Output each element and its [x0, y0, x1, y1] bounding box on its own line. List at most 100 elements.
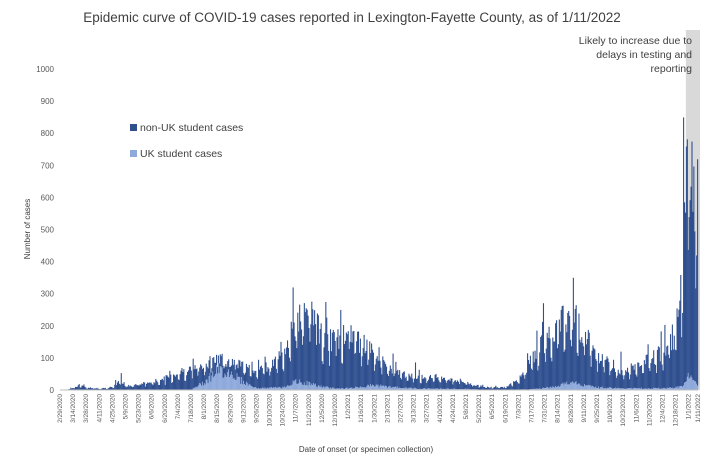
bar-uk-student: [275, 387, 277, 390]
bar-non-uk-student: [183, 369, 185, 390]
bar-non-uk-student: [109, 386, 111, 390]
bar-non-uk-student: [547, 337, 549, 388]
bar-uk-student: [207, 382, 209, 390]
bar-non-uk-student: [258, 359, 260, 388]
bar-uk-student: [276, 387, 278, 390]
bar-uk-student: [637, 388, 639, 390]
bar-non-uk-student: [593, 348, 595, 388]
bar-uk-student: [225, 375, 227, 390]
bar-uk-student: [632, 388, 634, 390]
bar-non-uk-student: [97, 388, 99, 390]
bar-non-uk-student: [77, 385, 79, 390]
bar-uk-student: [696, 383, 698, 390]
bar-uk-student: [331, 387, 333, 390]
bar-uk-student: [427, 388, 429, 390]
bar-non-uk-student: [363, 334, 365, 388]
bar-non-uk-student: [201, 369, 204, 382]
bar-non-uk-student: [680, 274, 682, 387]
bar-uk-student: [341, 388, 343, 390]
bar-uk-student: [204, 384, 206, 390]
bar-non-uk-student: [516, 381, 518, 390]
bar-non-uk-student: [633, 369, 635, 389]
bar-uk-student: [630, 387, 632, 390]
bar-non-uk-student: [478, 387, 480, 390]
bar-non-uk-student: [517, 383, 519, 390]
bar-uk-student: [612, 388, 614, 390]
bar-non-uk-student: [490, 386, 492, 390]
bar-non-uk-student: [160, 379, 162, 390]
bar-non-uk-student: [543, 353, 545, 389]
x-tick-label: 4/24/2021: [450, 394, 457, 423]
bar-uk-student: [320, 385, 322, 390]
bar-uk-student: [402, 388, 404, 390]
bar-non-uk-student: [141, 383, 143, 390]
bar-non-uk-student: [450, 378, 452, 389]
bar-uk-student: [343, 388, 345, 390]
bar-non-uk-student: [237, 368, 239, 378]
bar-uk-student: [300, 382, 302, 390]
bar-uk-student: [649, 388, 651, 390]
bar-non-uk-student: [136, 385, 138, 390]
bar-uk-student: [670, 388, 672, 390]
bar-uk-student: [272, 387, 274, 390]
bar-non-uk-student: [513, 381, 515, 390]
bar-non-uk-student: [502, 387, 504, 390]
bar-non-uk-student: [262, 373, 264, 388]
bar-uk-student: [429, 388, 431, 390]
bar-uk-student: [563, 384, 565, 390]
bar-uk-student: [313, 383, 315, 390]
bar-non-uk-student: [408, 373, 410, 388]
y-axis-label: Number of cases: [23, 199, 32, 259]
bar-uk-student: [361, 387, 363, 390]
bar-uk-student: [610, 387, 612, 390]
x-tick-label: 11/7/2020: [293, 394, 300, 423]
bar-non-uk-student: [531, 369, 533, 390]
bar-non-uk-student: [386, 373, 389, 388]
bar-non-uk-student: [441, 376, 443, 389]
bar-uk-student: [415, 388, 417, 390]
bar-non-uk-student: [570, 339, 572, 383]
bar-uk-student: [289, 385, 291, 390]
bar-non-uk-student: [117, 381, 119, 390]
x-tick-label: 8/14/2021: [555, 394, 562, 423]
bar-non-uk-student: [288, 357, 290, 387]
bar-non-uk-student: [132, 386, 134, 390]
bar-uk-student: [442, 388, 445, 390]
bar-uk-student: [577, 384, 579, 390]
bar-non-uk-student: [386, 366, 388, 387]
bar-non-uk-student: [162, 380, 164, 390]
bar-uk-student: [626, 388, 628, 390]
bar-non-uk-student: [430, 377, 432, 389]
bar-uk-student: [232, 378, 234, 390]
bar-non-uk-student: [138, 385, 140, 390]
bar-non-uk-student: [433, 381, 435, 390]
bar-uk-student: [359, 386, 361, 390]
bar-non-uk-student: [423, 378, 425, 389]
bar-non-uk-student: [440, 382, 442, 389]
bar-non-uk-student: [456, 382, 458, 390]
bar-non-uk-student: [560, 309, 562, 385]
bar-uk-student: [576, 384, 578, 390]
bar-non-uk-student: [165, 375, 167, 390]
x-tick-label: 5/22/2021: [476, 394, 483, 423]
bar-uk-student: [559, 386, 561, 390]
bar-non-uk-student: [159, 384, 161, 390]
bar-non-uk-student: [118, 383, 120, 390]
bar-non-uk-student: [618, 373, 620, 388]
bar-non-uk-student: [93, 388, 95, 390]
bar-uk-student: [212, 371, 214, 390]
bar-non-uk-student: [437, 377, 439, 389]
bar-uk-student: [228, 369, 230, 390]
bar-uk-student: [444, 388, 446, 390]
bar-non-uk-student: [442, 379, 444, 390]
bar-uk-student: [441, 388, 443, 390]
legend-swatch-uk: [130, 150, 137, 157]
bar-uk-student: [253, 387, 255, 390]
bar-non-uk-student: [303, 303, 305, 383]
bar-non-uk-student: [537, 370, 539, 389]
bar-non-uk-student: [439, 382, 441, 389]
bar-non-uk-student: [196, 368, 198, 387]
bar-non-uk-student: [578, 313, 580, 384]
bar-non-uk-student: [471, 386, 474, 390]
bar-uk-student: [686, 376, 688, 390]
